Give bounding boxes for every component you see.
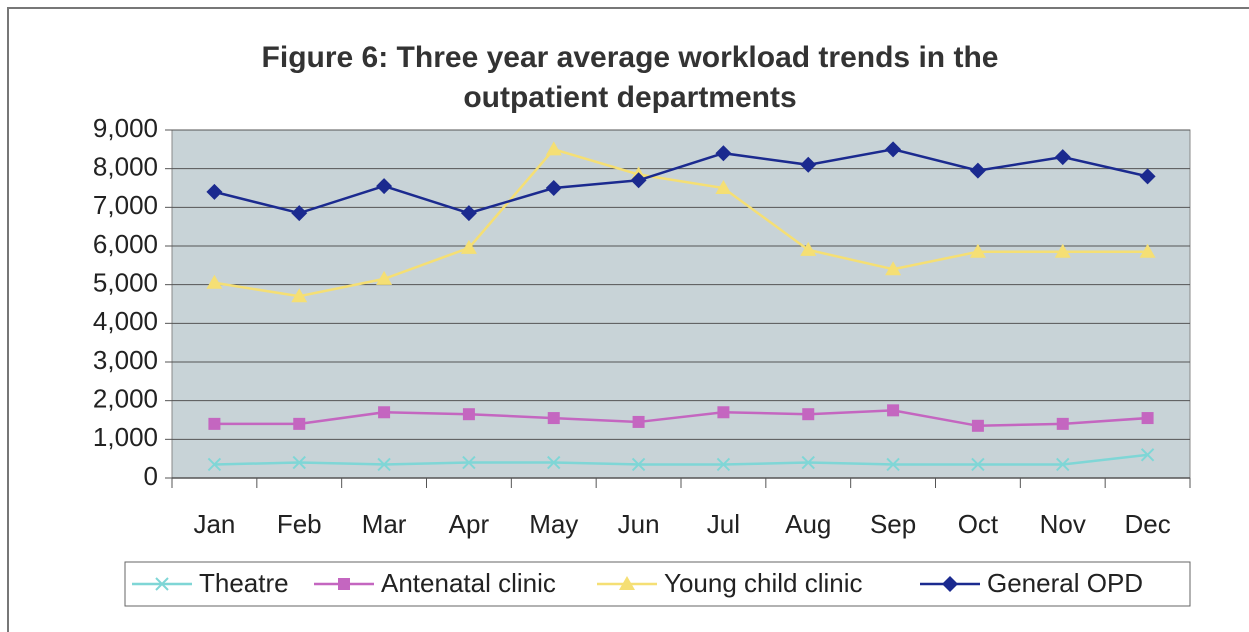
marker: [378, 406, 391, 419]
marker: [1056, 417, 1069, 430]
y-tick-label: 2,000: [93, 384, 158, 414]
marker: [460, 239, 477, 254]
series-line: [214, 148, 1148, 215]
y-tick-label: 3,000: [93, 345, 158, 375]
series-line: [214, 453, 1148, 466]
marker: [631, 457, 646, 472]
legend: [124, 561, 1191, 607]
marker: [885, 261, 902, 276]
chart-title: Figure 6: Three year average workload tr…: [261, 41, 999, 114]
legend-label: General OPD: [987, 568, 1143, 598]
x-tick-label: May: [529, 509, 578, 539]
marker: [206, 183, 223, 200]
x-tick-label: Jan: [193, 509, 235, 539]
x-tick-label: Dec: [1124, 509, 1170, 539]
marker: [802, 408, 815, 421]
marker: [632, 415, 645, 428]
marker: [942, 576, 958, 592]
marker: [1054, 243, 1071, 258]
y-tick-label: 4,000: [93, 306, 158, 336]
marker: [206, 274, 223, 289]
marker: [1139, 243, 1156, 258]
marker: [1056, 457, 1070, 472]
x-tick-label: Aug: [785, 509, 831, 539]
marker: [338, 578, 350, 590]
marker: [971, 419, 984, 432]
marker: [969, 243, 986, 258]
marker: [969, 162, 986, 179]
marker: [376, 178, 393, 195]
x-tick-label: Oct: [958, 509, 999, 539]
marker: [886, 457, 900, 472]
x-tick-label: Apr: [449, 509, 490, 539]
marker: [885, 141, 902, 158]
marker: [291, 205, 308, 222]
y-tick-label: 6,000: [93, 229, 158, 259]
y-tick-label: 7,000: [93, 190, 158, 220]
x-tick-label: Feb: [277, 509, 322, 539]
marker: [800, 156, 817, 173]
marker: [1141, 412, 1154, 425]
y-tick-label: 9,000: [93, 113, 158, 143]
marker: [1054, 149, 1071, 166]
marker: [887, 404, 900, 417]
marker: [1140, 448, 1155, 462]
y-tick-label: 5,000: [93, 268, 158, 298]
legend-label: Young child clinic: [664, 568, 863, 598]
legend-label: Antenatal clinic: [381, 568, 556, 598]
marker: [545, 141, 562, 156]
marker: [630, 172, 647, 189]
x-tick-label: Nov: [1040, 509, 1086, 539]
marker: [801, 455, 815, 470]
marker: [462, 408, 475, 421]
plot-area: [171, 129, 1191, 479]
marker: [460, 205, 477, 222]
marker: [155, 577, 169, 591]
frame: [7, 7, 1249, 632]
marker: [971, 457, 985, 472]
marker: [545, 180, 562, 196]
x-tick-label: Jun: [618, 509, 660, 539]
marker: [1139, 168, 1156, 185]
x-tick-label: Jul: [707, 509, 740, 539]
legend-label: Theatre: [199, 568, 289, 598]
marker: [547, 455, 561, 470]
marker: [800, 241, 817, 256]
marker: [715, 180, 732, 194]
marker: [716, 457, 731, 472]
marker: [207, 457, 222, 472]
marker: [377, 457, 391, 472]
marker: [376, 270, 393, 285]
marker: [292, 455, 306, 470]
marker: [208, 417, 221, 430]
series-line: [214, 409, 1148, 428]
marker: [291, 288, 308, 303]
marker: [717, 406, 730, 419]
series-line: [214, 147, 1148, 298]
x-tick-label: Mar: [362, 509, 407, 539]
marker: [619, 576, 635, 590]
y-tick-label: 1,000: [93, 422, 158, 452]
marker: [293, 417, 306, 430]
x-tick-label: Sep: [870, 509, 916, 539]
marker: [715, 145, 732, 162]
marker: [547, 412, 560, 425]
y-tick-label: 8,000: [93, 152, 158, 182]
y-tick-label: 0: [144, 461, 158, 491]
marker: [462, 455, 476, 470]
